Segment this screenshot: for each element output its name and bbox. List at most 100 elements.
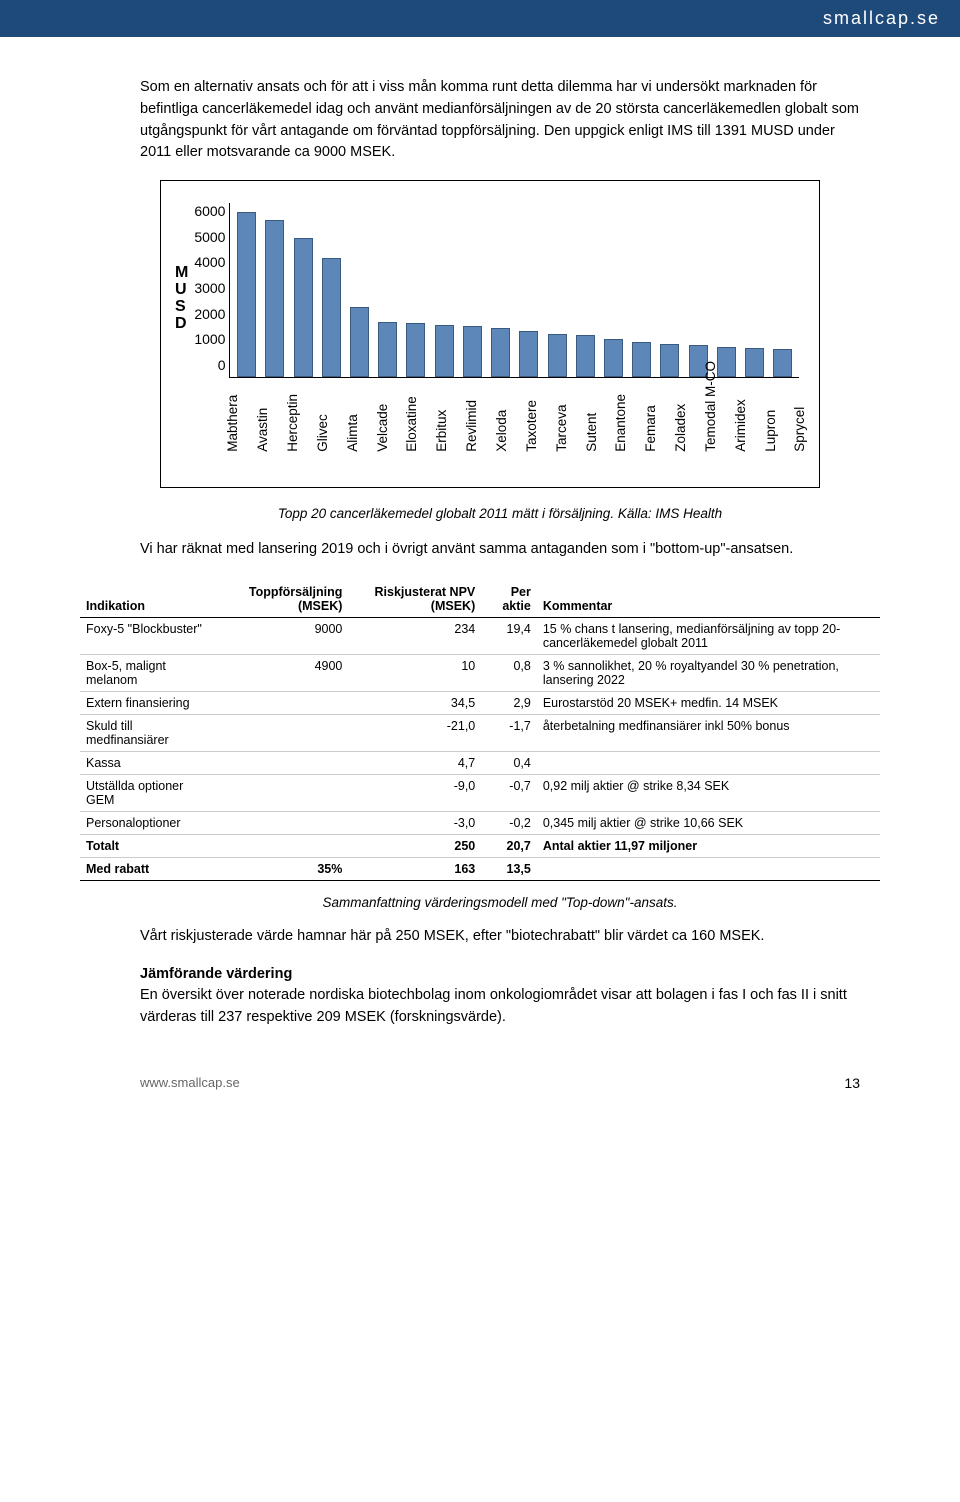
- x-tick-label: Sutent: [584, 361, 603, 452]
- table-cell: [212, 751, 348, 774]
- bar: [265, 220, 284, 377]
- table-caption: Sammanfattning värderingsmodell med "Top…: [140, 895, 860, 910]
- table-cell: Eurostarstöd 20 MSEK+ medfin. 14 MSEK: [537, 691, 880, 714]
- valuation-table: IndikationToppförsäljning (MSEK)Riskjust…: [80, 581, 880, 881]
- table-cell: 234: [348, 617, 481, 654]
- table-row: Foxy-5 "Blockbuster"900023419,415 % chan…: [80, 617, 880, 654]
- table-cell: 0,345 milj aktier @ strike 10,66 SEK: [537, 811, 880, 834]
- brand-header: smallcap.se: [0, 0, 960, 37]
- table-row: Box-5, malignt melanom4900100,83 % sanno…: [80, 654, 880, 691]
- y-tick: 5000: [194, 229, 225, 245]
- table-header: Per aktie: [481, 581, 537, 618]
- x-tick-label: Erbitux: [434, 361, 453, 452]
- table-cell: [212, 691, 348, 714]
- x-tick-label: Eloxatine: [404, 361, 423, 452]
- table-cell: [537, 751, 880, 774]
- table-cell: 3 % sannolikhet, 20 % royaltyandel 30 % …: [537, 654, 880, 691]
- page-content: Som en alternativ ansats och för att i v…: [0, 37, 960, 1075]
- table-cell: [212, 714, 348, 751]
- table-cell: -1,7: [481, 714, 537, 751]
- bar-chart: MUSD 6000500040003000200010000 MabtheraA…: [160, 180, 820, 488]
- x-tick-label: Velcade: [375, 361, 394, 452]
- bar: [322, 258, 341, 377]
- bar: [237, 212, 256, 377]
- table-cell: Antal aktier 11,97 miljoner: [537, 834, 880, 857]
- table-cell: Skuld till medfinansiärer: [80, 714, 212, 751]
- table-cell: Personaloptioner: [80, 811, 212, 834]
- table-header: Kommentar: [537, 581, 880, 618]
- table-cell: 9000: [212, 617, 348, 654]
- table-cell: Totalt: [80, 834, 212, 857]
- table-cell: 163: [348, 857, 481, 880]
- table-cell: återbetalning medfinansiärer inkl 50% bo…: [537, 714, 880, 751]
- table-cell: [212, 774, 348, 811]
- table-cell: 15 % chans t lansering, medianförsäljnin…: [537, 617, 880, 654]
- table-cell: [212, 811, 348, 834]
- section-heading: Jämförande värdering: [140, 966, 292, 982]
- y-tick: 2000: [194, 306, 225, 322]
- brand-text: smallcap.se: [823, 8, 940, 28]
- table-cell: 0,92 milj aktier @ strike 8,34 SEK: [537, 774, 880, 811]
- x-tick-label: Enantone: [613, 361, 632, 452]
- bar: [294, 238, 313, 377]
- table-cell: Utställda optioner GEM: [80, 774, 212, 811]
- x-tick-label: Herceptin: [285, 361, 304, 452]
- table-row: Med rabatt35%16313,5: [80, 857, 880, 880]
- x-tick-label: Avastin: [255, 361, 274, 452]
- value-paragraph: Vårt riskjusterade värde hamnar här på 2…: [140, 926, 860, 948]
- table-cell: Box-5, malignt melanom: [80, 654, 212, 691]
- table-cell: 0,8: [481, 654, 537, 691]
- table-cell: [537, 857, 880, 880]
- table-header: Indikation: [80, 581, 212, 618]
- table-cell: -9,0: [348, 774, 481, 811]
- y-tick: 4000: [194, 254, 225, 270]
- x-tick-label: Mabthera: [225, 361, 244, 452]
- table-header: Toppförsäljning (MSEK): [212, 581, 348, 618]
- table-cell: -0,2: [481, 811, 537, 834]
- table-cell: 250: [348, 834, 481, 857]
- after-chart-paragraph: Vi har räknat med lansering 2019 och i ö…: [140, 539, 860, 561]
- x-tick-label: Sprycel: [792, 361, 811, 452]
- table-header: Riskjusterat NPV (MSEK): [348, 581, 481, 618]
- intro-paragraph: Som en alternativ ansats och för att i v…: [140, 77, 860, 164]
- chart-plot-area: [229, 203, 799, 378]
- table-cell: 13,5: [481, 857, 537, 880]
- table-row: Personaloptioner -3,0-0,20,345 milj aktie…: [80, 811, 880, 834]
- page-number: 13: [844, 1075, 860, 1091]
- table-cell: Med rabatt: [80, 857, 212, 880]
- x-tick-label: Lupron: [763, 361, 782, 452]
- y-tick: 6000: [194, 203, 225, 219]
- footer-url: www.smallcap.se: [140, 1075, 240, 1091]
- table-cell: 0,4: [481, 751, 537, 774]
- table-cell: -21,0: [348, 714, 481, 751]
- table-cell: 35%: [212, 857, 348, 880]
- table-cell: 4900: [212, 654, 348, 691]
- table-cell: Kassa: [80, 751, 212, 774]
- x-tick-label: Glivec: [315, 361, 334, 452]
- y-tick: 1000: [194, 331, 225, 347]
- x-tick-label: Revlimid: [464, 361, 483, 452]
- table-cell: [212, 834, 348, 857]
- y-tick: 3000: [194, 280, 225, 296]
- table-cell: 20,7: [481, 834, 537, 857]
- table-cell: 34,5: [348, 691, 481, 714]
- table-cell: 2,9: [481, 691, 537, 714]
- table-cell: Foxy-5 "Blockbuster": [80, 617, 212, 654]
- x-axis-labels: MabtheraAvastinHerceptinGlivecAlimtaVelc…: [218, 361, 819, 452]
- table-row: Utställda optioner GEM-9,0-0,70,92 milj …: [80, 774, 880, 811]
- table-cell: Extern finansiering: [80, 691, 212, 714]
- y-axis-title: MUSD: [175, 129, 188, 469]
- x-tick-label: Tarceva: [554, 361, 573, 452]
- x-tick-label: Taxotere: [524, 361, 543, 452]
- table-cell: 10: [348, 654, 481, 691]
- x-tick-label: Arimidex: [733, 361, 752, 452]
- table-cell: -3,0: [348, 811, 481, 834]
- table-cell: 19,4: [481, 617, 537, 654]
- x-tick-label: Temodal M-CO: [703, 361, 722, 452]
- comparison-text: En översikt över noterade nordiska biote…: [140, 987, 847, 1025]
- table-row: Skuld till medfinansiärer -21,0-1,7återbe…: [80, 714, 880, 751]
- chart-caption: Topp 20 cancerläkemedel globalt 2011 mät…: [140, 506, 860, 521]
- y-axis-ticks: 6000500040003000200010000: [194, 203, 229, 373]
- x-tick-label: Femara: [643, 361, 662, 452]
- table-row: Totalt 25020,7Antal aktier 11,97 miljoner: [80, 834, 880, 857]
